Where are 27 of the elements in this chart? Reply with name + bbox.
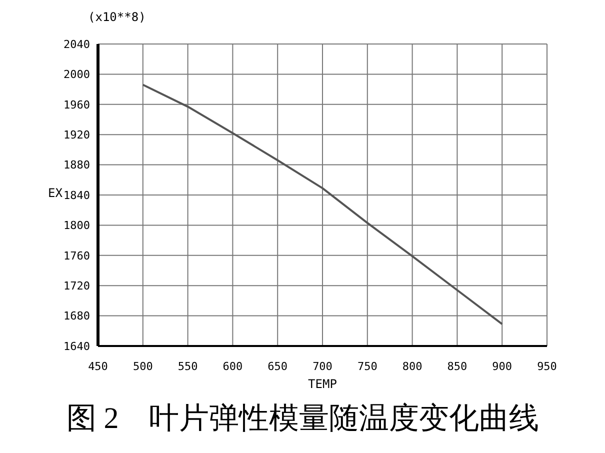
x-tick-label: 750 [357,360,378,373]
x-tick-label: 850 [447,360,468,373]
x-axis-title: TEMP [308,377,337,391]
line-series [142,84,504,326]
x-tick-label: 600 [222,360,243,373]
y-tick-label: 1640 [64,340,90,353]
y-axis-title: EX [48,186,62,200]
y-tick-label: 1920 [64,128,90,142]
x-tick-label: 650 [268,360,288,373]
x-tick-label: 900 [492,360,512,373]
x-tick-label: 700 [312,360,332,373]
x-tick-label: 500 [132,360,153,373]
x-tick-label: 450 [88,360,108,373]
x-tick-label: 950 [537,360,557,373]
y-tick-label: 1960 [64,98,90,112]
y-tick-label: 1880 [64,158,90,172]
y-tick-label: 1720 [64,280,90,293]
y-tick-label: 2000 [64,68,90,82]
text: 图 2 叶片弹性模量随温度变化曲线 [65,401,540,437]
y-tick-label: 1680 [64,310,90,323]
y-tick-label: 1840 [64,188,90,202]
y-tick-label: 1800 [64,219,90,232]
x-tick-label: 550 [178,360,198,373]
y-tick-label: 2040 [64,38,90,51]
x-tick-label: 800 [402,360,422,373]
y-tick-label: 1760 [64,249,90,262]
text: (x10**8) [88,10,146,24]
